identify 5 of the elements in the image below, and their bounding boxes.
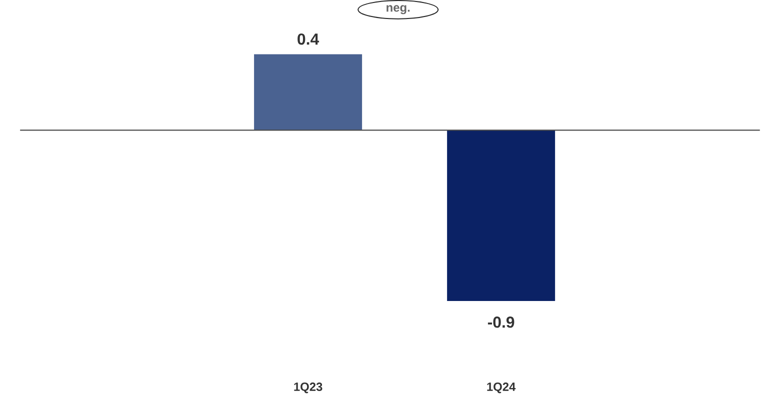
- x-tick-label: 1Q24: [487, 382, 516, 394]
- x-tick-label: 1Q23: [294, 382, 322, 394]
- text: neg.: [386, 5, 410, 14]
- data-label: 0.4: [298, 33, 320, 45]
- data-label: -0.9: [488, 316, 514, 328]
